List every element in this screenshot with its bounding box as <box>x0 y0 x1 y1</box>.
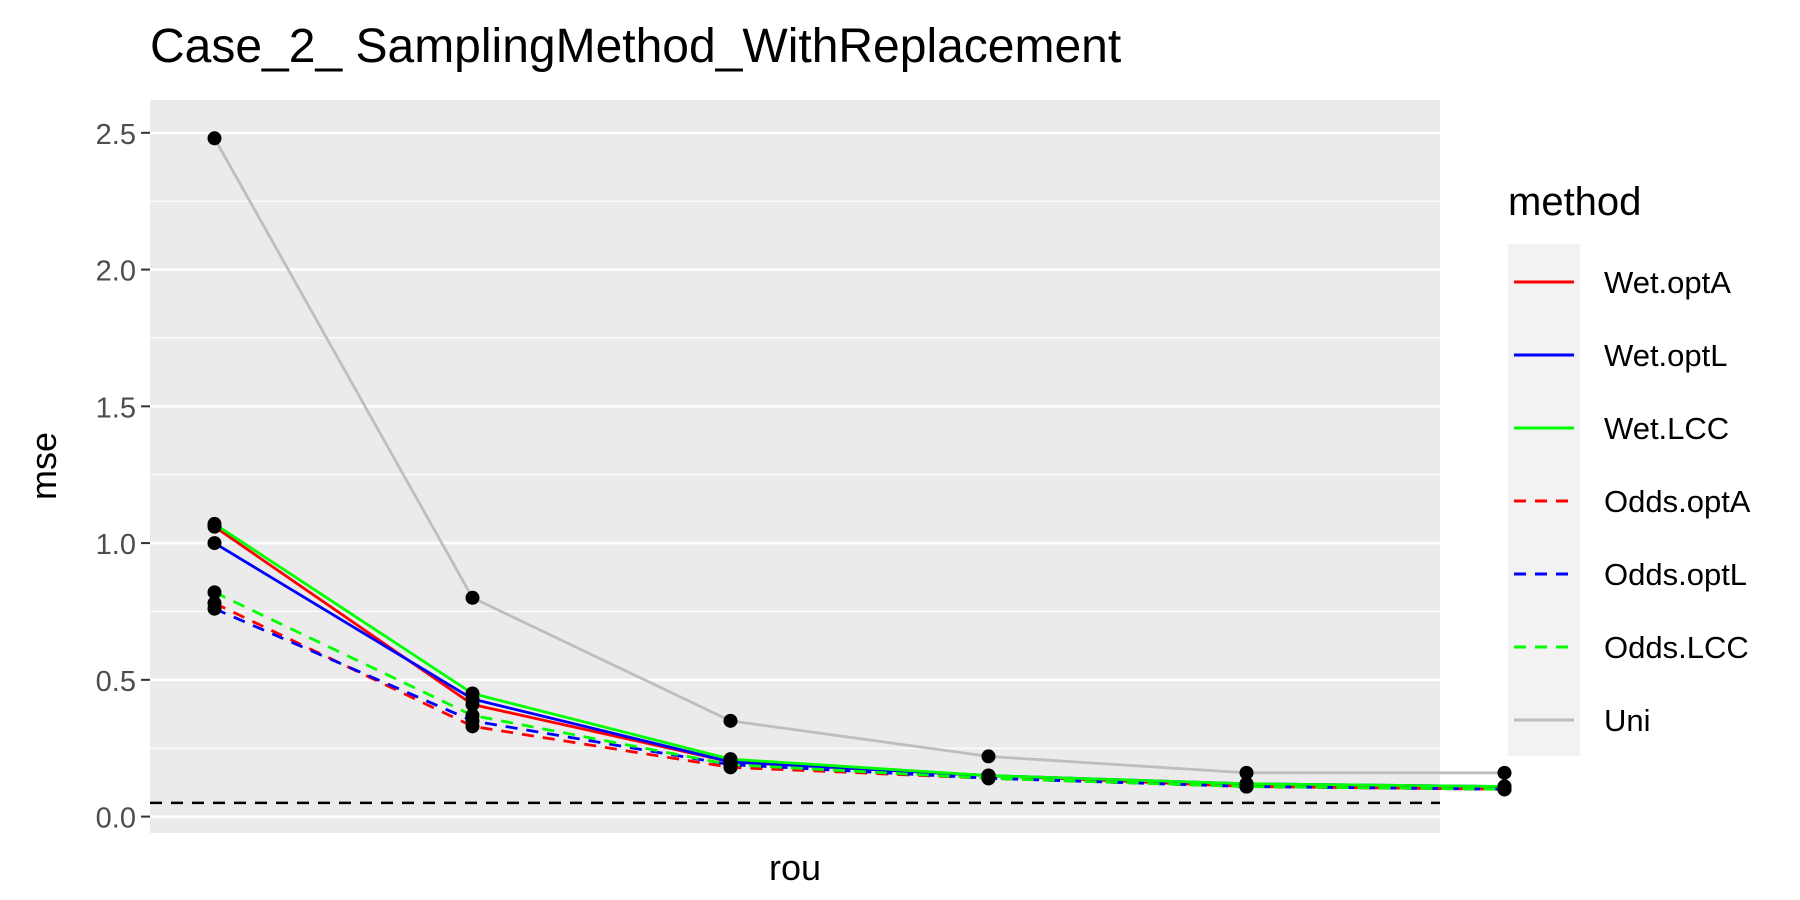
data-point-uni <box>207 131 222 146</box>
data-points <box>207 131 1512 797</box>
legend-items: Wet.optA Wet.optL Wet.LCC Odds.optA Odds.opt… <box>1514 265 1751 738</box>
y-tick-label: 0.5 <box>96 666 136 698</box>
legend-title: method <box>1508 180 1641 224</box>
data-point-uni <box>981 749 996 764</box>
y-tick-label: 1.0 <box>96 529 136 561</box>
data-point-uni <box>1497 765 1512 780</box>
legend-label: Odds.optA <box>1604 484 1751 519</box>
data-point-wet-lcc <box>207 516 222 531</box>
y-tick-label: 0.0 <box>96 803 136 835</box>
series-lines <box>213 137 1505 791</box>
data-point-uni <box>723 713 738 728</box>
legend: method Wet.optA Wet.optL Wet.LCC Odds.optA O… <box>1508 180 1751 756</box>
y-tick-label: 1.5 <box>96 392 136 424</box>
chart-title: Case_2_ SamplingMethod_WithReplacement <box>150 20 1121 73</box>
legend-label: Wet.LCC <box>1604 411 1729 446</box>
data-point-wet-optl <box>207 536 222 551</box>
data-point-uni <box>465 590 480 605</box>
data-point-odds-lcc <box>1239 779 1254 794</box>
x-axis-label: rou <box>769 847 821 888</box>
data-point-odds-optl <box>207 601 222 616</box>
plot-panel <box>150 100 1440 833</box>
data-point-odds-lcc <box>723 757 738 772</box>
data-point-odds-lcc <box>465 708 480 723</box>
data-point-uni <box>1239 765 1254 780</box>
y-axis-label: mse <box>23 432 64 500</box>
y-axis: 0.0 0.5 1.0 1.5 2.0 2.5 <box>96 119 150 835</box>
data-point-odds-lcc <box>1497 782 1512 797</box>
legend-label: Wet.optL <box>1604 338 1728 373</box>
legend-label: Odds.LCC <box>1604 630 1749 665</box>
y-tick-label: 2.5 <box>96 119 136 151</box>
series-line-wet-lcc <box>213 522 1505 788</box>
y-tick-label: 2.0 <box>96 256 136 288</box>
legend-label: Uni <box>1604 703 1651 738</box>
legend-label: Odds.optL <box>1604 557 1747 592</box>
data-point-wet-lcc <box>465 686 480 701</box>
data-point-odds-lcc <box>207 585 222 600</box>
data-point-odds-lcc <box>981 771 996 786</box>
legend-label: Wet.optA <box>1604 265 1731 300</box>
series-line-odds-lcc <box>213 591 1505 791</box>
series-line-uni <box>213 137 1505 775</box>
